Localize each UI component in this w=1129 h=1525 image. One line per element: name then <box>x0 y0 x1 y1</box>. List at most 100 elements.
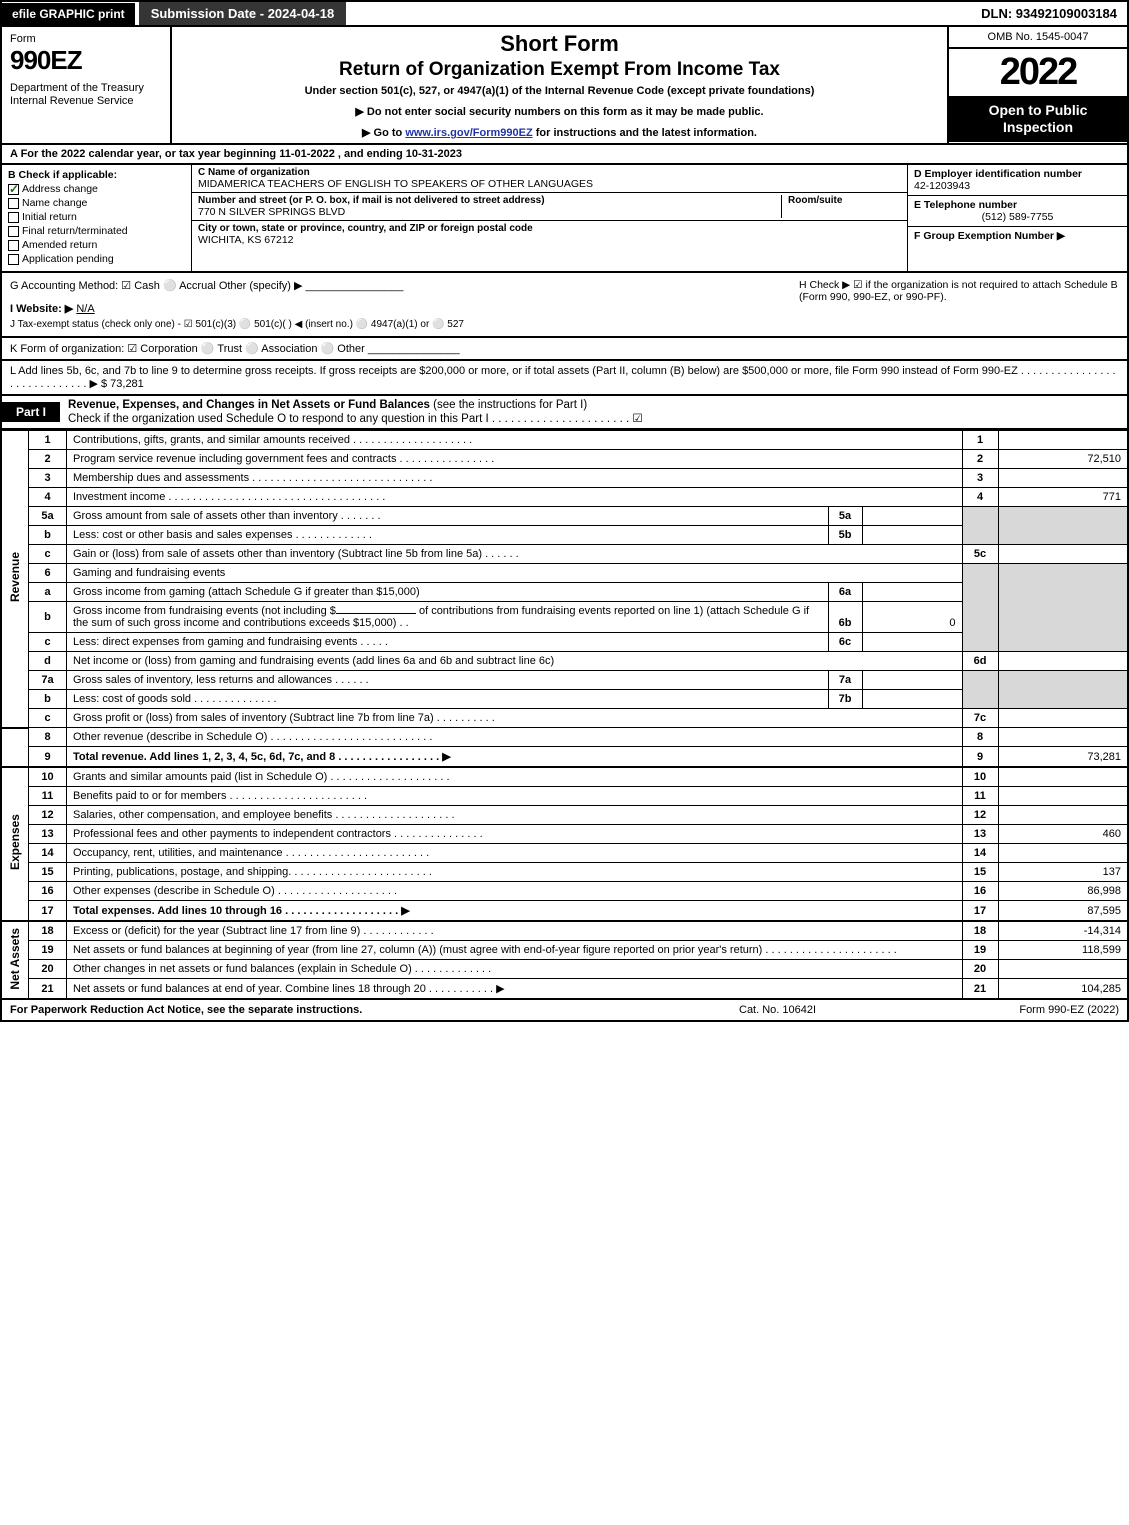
amt-19: 118,599 <box>998 941 1128 960</box>
desc-11: Benefits paid to or for members . . . . … <box>67 787 963 806</box>
desc-18: Excess or (deficit) for the year (Subtra… <box>67 921 963 941</box>
vert-revenue: Revenue <box>8 552 22 602</box>
footer-formref: Form 990-EZ (2022) <box>939 1004 1119 1016</box>
amt-1 <box>998 431 1128 450</box>
revenue-table: Revenue 1Contributions, gifts, grants, a… <box>0 430 1129 1000</box>
cb-label-2: Initial return <box>22 211 77 223</box>
box-17: 17 <box>962 901 998 922</box>
amt-2: 72,510 <box>998 450 1128 469</box>
desc-6c: Less: direct expenses from gaming and fu… <box>67 633 829 652</box>
desc-6b: Gross income from fundraising events (no… <box>67 602 829 633</box>
box-19: 19 <box>962 941 998 960</box>
org-name: MIDAMERICA TEACHERS OF ENGLISH TO SPEAKE… <box>198 178 901 190</box>
sub-7a: 7a <box>828 671 862 690</box>
box-14: 14 <box>962 844 998 863</box>
cb-amended-return[interactable] <box>8 240 19 251</box>
desc-8: Other revenue (describe in Schedule O) .… <box>67 728 963 747</box>
ln-7a: 7a <box>29 671 67 690</box>
footer: For Paperwork Reduction Act Notice, see … <box>0 1000 1129 1022</box>
amt-8 <box>998 728 1128 747</box>
ln-18: 18 <box>29 921 67 941</box>
header-right: OMB No. 1545-0047 2022 Open to Public In… <box>947 27 1127 143</box>
line-k: K Form of organization: ☑ Corporation ⚪ … <box>0 338 1129 361</box>
box-2: 2 <box>962 450 998 469</box>
street-address: 770 N SILVER SPRINGS BLVD <box>198 206 781 218</box>
bullet-ssn: ▶ Do not enter social security numbers o… <box>180 105 939 118</box>
desc-2: Program service revenue including govern… <box>67 450 963 469</box>
sub-7b: 7b <box>828 690 862 709</box>
amt-20 <box>998 960 1128 979</box>
ln-6: 6 <box>29 564 67 583</box>
cb-address-change[interactable] <box>8 184 19 195</box>
box-3: 3 <box>962 469 998 488</box>
part1-header: Part I Revenue, Expenses, and Changes in… <box>0 396 1129 430</box>
cb-application-pending[interactable] <box>8 254 19 265</box>
ln-6a: a <box>29 583 67 602</box>
subamt-5a <box>862 507 962 526</box>
desc-4: Investment income . . . . . . . . . . . … <box>67 488 963 507</box>
box-8: 8 <box>962 728 998 747</box>
amt-5c <box>998 545 1128 564</box>
ln-8: 8 <box>29 728 67 747</box>
subtitle: Under section 501(c), 527, or 4947(a)(1)… <box>180 85 939 97</box>
submission-date: Submission Date - 2024-04-18 <box>139 2 347 25</box>
ln-2: 2 <box>29 450 67 469</box>
department-label: Department of the Treasury Internal Reve… <box>10 82 162 108</box>
box-def: D Employer identification number 42-1203… <box>907 165 1127 271</box>
irs-link[interactable]: www.irs.gov/Form990EZ <box>405 127 532 139</box>
box-11: 11 <box>962 787 998 806</box>
box-18: 18 <box>962 921 998 941</box>
desc-6: Gaming and fundraising events <box>67 564 963 583</box>
sub-5b: 5b <box>828 526 862 545</box>
part1-title: Revenue, Expenses, and Changes in Net As… <box>68 399 430 411</box>
dln-number: DLN: 93492109003184 <box>971 2 1127 25</box>
desc-21: Net assets or fund balances at end of ye… <box>67 979 963 1000</box>
cb-initial-return[interactable] <box>8 212 19 223</box>
ln-9: 9 <box>29 747 67 768</box>
efile-print-label[interactable]: efile GRAPHIC print <box>2 3 135 25</box>
line-j: J Tax-exempt status (check only one) - ☑… <box>10 319 789 330</box>
ln-19: 19 <box>29 941 67 960</box>
cb-name-change[interactable] <box>8 198 19 209</box>
desc-13: Professional fees and other payments to … <box>67 825 963 844</box>
amt-18: -14,314 <box>998 921 1128 941</box>
line-g-h: G Accounting Method: ☑ Cash ⚪ Accrual Ot… <box>0 273 1129 338</box>
line-h: H Check ▶ ☑ if the organization is not r… <box>789 279 1119 330</box>
sub-6b: 6b <box>828 602 862 633</box>
amt-10 <box>998 767 1128 787</box>
box-7c: 7c <box>962 709 998 728</box>
top-bar: efile GRAPHIC print Submission Date - 20… <box>0 0 1129 27</box>
sub-6c: 6c <box>828 633 862 652</box>
box-10: 10 <box>962 767 998 787</box>
desc-16: Other expenses (describe in Schedule O) … <box>67 882 963 901</box>
desc-5a: Gross amount from sale of assets other t… <box>67 507 829 526</box>
footer-catno: Cat. No. 10642I <box>739 1004 939 1016</box>
desc-6a: Gross income from gaming (attach Schedul… <box>67 583 829 602</box>
ln-14: 14 <box>29 844 67 863</box>
ln-1: 1 <box>29 431 67 450</box>
sub-5a: 5a <box>828 507 862 526</box>
subamt-5b <box>862 526 962 545</box>
ln-21: 21 <box>29 979 67 1000</box>
omb-number: OMB No. 1545-0047 <box>949 27 1127 49</box>
label-city: City or town, state or province, country… <box>198 223 901 234</box>
tax-year: 2022 <box>949 49 1127 96</box>
cb-final-return[interactable] <box>8 226 19 237</box>
label-phone: E Telephone number <box>914 199 1121 211</box>
box-6d: 6d <box>962 652 998 671</box>
amt-14 <box>998 844 1128 863</box>
form-word: Form <box>10 33 162 45</box>
info-block: B Check if applicable: Address change Na… <box>0 165 1129 273</box>
box-16: 16 <box>962 882 998 901</box>
box-9: 9 <box>962 747 998 768</box>
amt-16: 86,998 <box>998 882 1128 901</box>
amt-21: 104,285 <box>998 979 1128 1000</box>
amt-11 <box>998 787 1128 806</box>
part1-sub: Check if the organization used Schedule … <box>68 413 643 425</box>
section-a: A For the 2022 calendar year, or tax yea… <box>0 145 1129 165</box>
accounting-method: G Accounting Method: ☑ Cash ⚪ Accrual Ot… <box>10 279 789 292</box>
ln-11: 11 <box>29 787 67 806</box>
amt-15: 137 <box>998 863 1128 882</box>
amt-7c <box>998 709 1128 728</box>
line-l: L Add lines 5b, 6c, and 7b to line 9 to … <box>0 361 1129 396</box>
